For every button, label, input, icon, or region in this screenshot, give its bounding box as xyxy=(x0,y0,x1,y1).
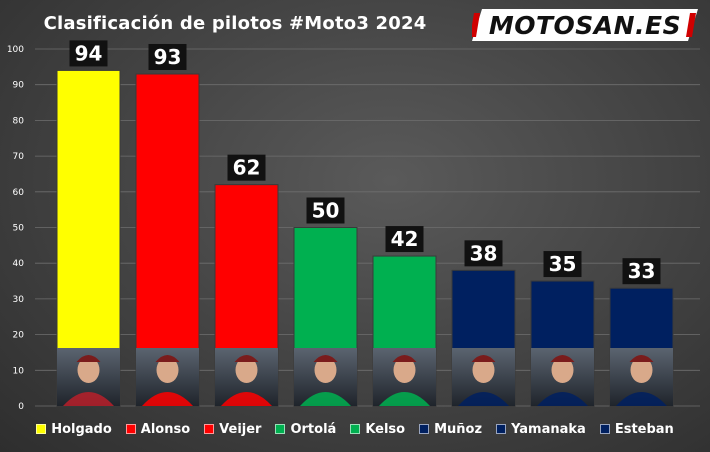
legend-item: Esteban xyxy=(599,421,674,437)
legend-item: Muñoz xyxy=(419,422,482,437)
value-label: 33 xyxy=(628,259,656,283)
legend-item: Kelso xyxy=(350,422,405,437)
legend-label: Veijer xyxy=(219,421,262,437)
legend-label: Alonso xyxy=(140,421,191,437)
legend-label: Kelso xyxy=(365,421,406,437)
rider-photo xyxy=(531,348,594,406)
rider-suit xyxy=(63,392,114,406)
rider-suit xyxy=(379,392,430,406)
legend-label: Holgado xyxy=(51,421,112,437)
rider-cap xyxy=(234,355,259,362)
legend-label: Muñoz xyxy=(434,421,483,437)
rider-cap xyxy=(629,355,654,362)
legend-item: Veijer xyxy=(204,422,261,437)
legend-swatch xyxy=(350,424,361,434)
legend-item: Alonso xyxy=(125,421,191,437)
rider-cap xyxy=(550,355,575,362)
value-label: 62 xyxy=(233,156,261,180)
rider-suit xyxy=(221,392,272,406)
value-labels: 94 93 62 50 42 38 35 33 xyxy=(69,40,661,285)
legend-item: Yamanaka xyxy=(496,422,586,437)
y-axis: 0 10 20 30 40 50 60 70 80 90 100 xyxy=(7,45,24,412)
value-label-box xyxy=(227,154,266,181)
rider-suit xyxy=(537,392,588,406)
legend-label: Ortolá xyxy=(290,421,337,437)
rider-suit xyxy=(142,392,193,406)
rider-cap xyxy=(155,355,180,362)
logo-text: MOTOSAN.ES xyxy=(489,11,681,40)
rider-photo xyxy=(136,348,199,406)
y-tick-label: 30 xyxy=(13,295,25,305)
y-tick-label: 20 xyxy=(13,331,25,341)
legend-item: Holgado xyxy=(36,422,112,437)
legend-swatch xyxy=(36,424,47,434)
value-label-box xyxy=(543,251,582,278)
value-label-box xyxy=(69,40,108,67)
rider-face xyxy=(630,357,653,383)
rider-cap xyxy=(313,355,338,362)
motosan-logo: MOTOSAN.ES xyxy=(470,9,698,41)
legend-swatch xyxy=(599,424,610,434)
chart-title: Clasificación de pilotos #Moto3 2024 xyxy=(43,13,427,34)
legend-label: Esteban xyxy=(614,421,674,437)
rider-photo xyxy=(610,348,673,406)
rider-face xyxy=(472,357,495,383)
value-label: 35 xyxy=(549,252,577,276)
rider-photo xyxy=(294,348,357,406)
legend-swatch xyxy=(496,424,507,434)
gridlines xyxy=(35,48,700,407)
rider-face xyxy=(314,357,337,383)
rider-suit xyxy=(458,392,509,406)
y-tick-label: 80 xyxy=(13,116,25,126)
y-tick-label: 50 xyxy=(13,224,25,234)
legend-swatch xyxy=(419,424,430,434)
rider-cap xyxy=(76,355,101,362)
y-tick-label: 70 xyxy=(13,152,25,162)
value-label: 94 xyxy=(75,41,103,65)
rider-face xyxy=(551,357,574,383)
logo-graphic: MOTOSAN.ES xyxy=(470,9,698,41)
y-tick-label: 0 xyxy=(18,402,24,412)
value-label-box xyxy=(306,197,345,224)
value-label-box xyxy=(622,258,661,285)
rider-photos xyxy=(57,348,673,406)
rider-suit xyxy=(300,392,351,406)
rider-photo xyxy=(452,348,515,406)
rider-cap xyxy=(471,355,496,362)
legend-swatch xyxy=(125,424,136,434)
rider-face xyxy=(235,357,258,383)
rider-photo xyxy=(57,348,120,406)
value-label: 42 xyxy=(391,227,419,251)
value-label-box xyxy=(385,226,424,253)
value-label-box xyxy=(148,43,187,70)
y-tick-label: 10 xyxy=(13,366,25,376)
legend: Holgado Alonso Veijer Ortolá Kelso Muñoz Yaman… xyxy=(0,418,710,440)
legend-swatch xyxy=(204,424,215,434)
rider-suit xyxy=(616,392,667,406)
value-label: 38 xyxy=(470,241,498,265)
rider-face xyxy=(77,357,100,383)
rider-photo xyxy=(215,348,278,406)
legend-item: Ortolá xyxy=(275,422,336,437)
legend-swatch xyxy=(275,424,286,434)
rider-face xyxy=(393,357,416,383)
rider-photo xyxy=(373,348,436,406)
y-tick-label: 60 xyxy=(13,188,25,198)
value-label-box xyxy=(464,240,503,267)
legend-label: Yamanaka xyxy=(511,421,586,437)
y-tick-label: 40 xyxy=(13,259,25,269)
rider-cap xyxy=(392,355,417,362)
y-tick-label: 100 xyxy=(7,45,24,55)
y-tick-label: 90 xyxy=(13,81,25,91)
rider-face xyxy=(156,357,179,383)
value-label: 50 xyxy=(312,199,340,223)
value-label: 93 xyxy=(154,45,182,69)
